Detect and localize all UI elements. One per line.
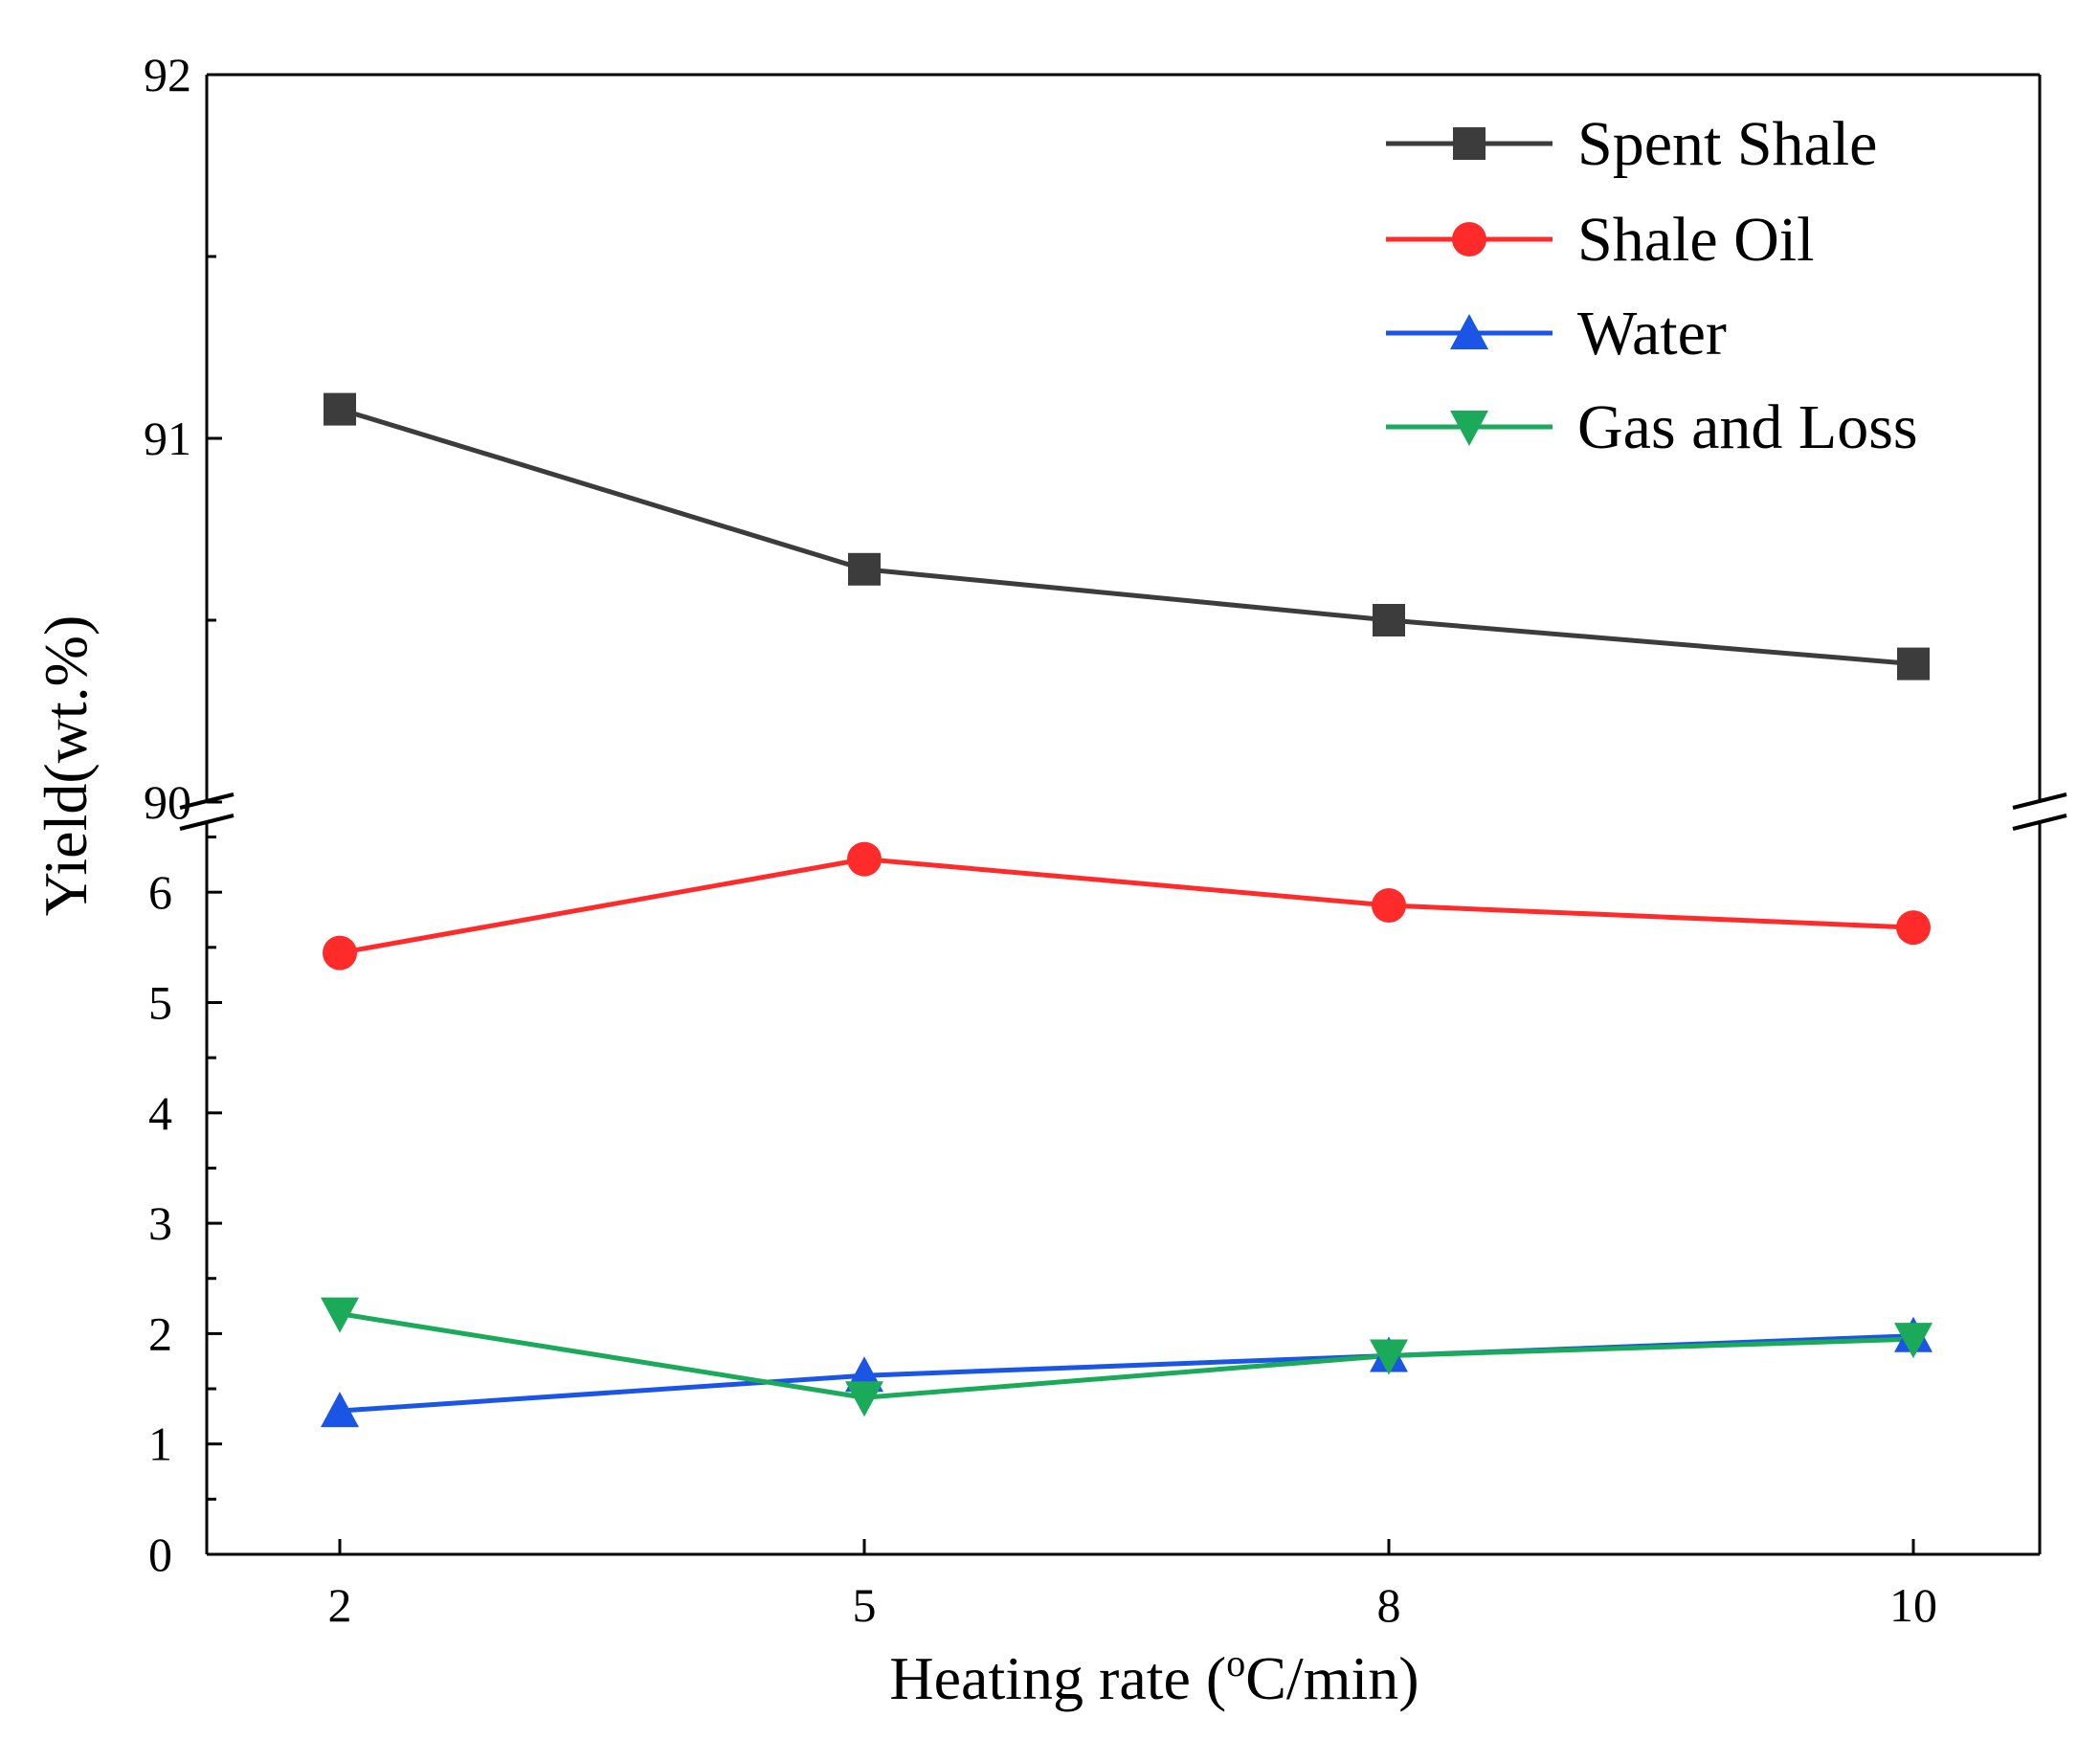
legend-label-gas-and-loss: Gas and Loss [1577, 392, 1918, 462]
data-point-gas-and-loss [1894, 1323, 1932, 1359]
data-point-spent-shale [1897, 647, 1930, 680]
y-tick-label: 0 [148, 1528, 172, 1581]
x-tick-label: 10 [1889, 1578, 1937, 1632]
data-point-spent-shale [324, 392, 356, 426]
legend-marker-water [1450, 314, 1488, 349]
legend-marker-shale-oil [1452, 222, 1486, 257]
legend: Spent Shale Shale Oil Water Gas and Loss [1386, 109, 1918, 462]
y-tick-label: 4 [148, 1086, 172, 1140]
right-axis-break-mark [2012, 792, 2067, 810]
y-tick-label: 92 [144, 48, 191, 101]
data-point-water [321, 1392, 359, 1428]
y-tick-label: 90 [144, 775, 191, 829]
y-axis-break-mark [179, 814, 235, 831]
data-point-shale-oil [847, 841, 882, 877]
legend-label-shale-oil: Shale Oil [1577, 205, 1814, 275]
x-axis-title-pre: Heating rate ( [889, 1644, 1226, 1712]
legend-marker-spent-shale [1453, 127, 1486, 160]
y-tick-label: 3 [148, 1196, 172, 1250]
legend-marker-gas-and-loss [1450, 411, 1488, 446]
series-markers [321, 392, 1932, 1428]
data-point-shale-oil [1896, 910, 1931, 946]
data-point-spent-shale [1373, 604, 1405, 636]
y-tick-label: 1 [148, 1417, 172, 1471]
x-axis-title: Heating rate (oC/min) [889, 1641, 1419, 1712]
series-line-spent-shale [339, 407, 1914, 667]
y-tick-label: 91 [144, 412, 191, 465]
legend-label-spent-shale: Spent Shale [1577, 109, 1877, 179]
y-tick-label: 2 [148, 1306, 172, 1360]
data-point-gas-and-loss [321, 1297, 359, 1333]
axis-ticks: 90 91 92 0 1 2 3 4 5 6 2 5 8 10 [144, 48, 1937, 1632]
series-lines [339, 407, 1914, 1414]
x-tick-label: 2 [328, 1578, 352, 1632]
data-point-shale-oil [323, 935, 357, 970]
data-point-spent-shale [848, 552, 881, 586]
plot-area [179, 73, 2067, 1556]
series-line-gas-and-loss [339, 1311, 1914, 1400]
x-tick-label: 8 [1377, 1578, 1401, 1632]
y-tick-label: 5 [148, 975, 172, 1029]
right-axis-break-mark [2012, 814, 2067, 831]
data-point-shale-oil [1372, 888, 1406, 924]
y-axis-title: Yield(wt.%) [32, 615, 100, 917]
data-point-gas-and-loss [845, 1381, 883, 1417]
x-tick-label: 5 [853, 1578, 877, 1632]
series-line-shale-oil [339, 857, 1914, 956]
data-point-gas-and-loss [1370, 1339, 1408, 1375]
x-axis-title-sup: o [1226, 1641, 1245, 1684]
legend-label-water: Water [1577, 299, 1727, 368]
x-axis-title-post: C/min) [1245, 1644, 1419, 1712]
y-tick-label: 6 [148, 865, 172, 919]
